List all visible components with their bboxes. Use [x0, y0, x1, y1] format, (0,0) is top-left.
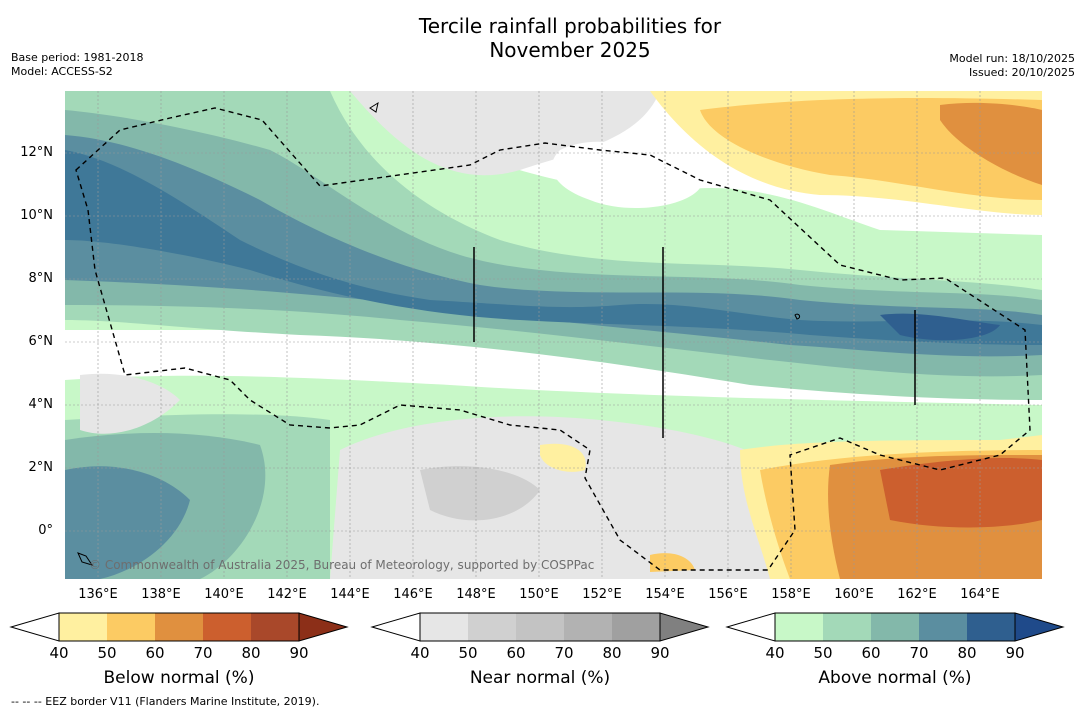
meta-right: Model run: 18/10/2025 Issued: 20/10/2025 [949, 52, 1075, 80]
colorbar-below [9, 612, 349, 642]
lon-label-156e: 156°E [708, 587, 748, 602]
cb-near-tick-80: 80 [602, 644, 622, 662]
cb-below-tick-60: 60 [145, 644, 165, 662]
colorbar-above [725, 612, 1065, 642]
lon-label-150e: 150°E [519, 587, 559, 602]
below-50-south-small [650, 553, 695, 572]
lat-label-8n: 8°N [28, 271, 54, 286]
cb-near-tick-60: 60 [506, 644, 526, 662]
above-70-southwest [65, 466, 190, 579]
cb-above-tick-70: 70 [909, 644, 929, 662]
model-run: Model run: 18/10/2025 [949, 52, 1075, 65]
lon-label-148e: 148°E [456, 587, 496, 602]
eez-border [75, 107, 1031, 571]
map-title: Tercile rainfall probabilities for Novem… [0, 14, 1085, 62]
cb-above-1 [775, 613, 823, 641]
island-outline [369, 101, 379, 113]
cb-below-2 [107, 613, 155, 641]
cb-below-tick-40: 40 [49, 644, 69, 662]
lon-label-162e: 162°E [897, 587, 937, 602]
cb-above-tick-90: 90 [1005, 644, 1025, 662]
cb-near-tick-40: 40 [410, 644, 430, 662]
lat-label-2n: 2°N [28, 460, 54, 475]
cb-below-1 [59, 613, 107, 641]
island-outline-2 [794, 313, 801, 320]
cb-near-max [659, 612, 710, 642]
cb-below-tick-90: 90 [289, 644, 309, 662]
near-50-south [420, 466, 540, 521]
near-40-south [330, 416, 780, 579]
lat-label-0: 0° [38, 523, 53, 538]
title-line-1: Tercile rainfall probabilities for [418, 14, 722, 38]
colorbar-near [370, 612, 710, 642]
cb-below-5 [251, 613, 299, 641]
cb-above-5 [967, 613, 1015, 641]
cb-near-tick-70: 70 [554, 644, 574, 662]
above-70-band [65, 135, 1042, 357]
cb-near-2 [468, 613, 516, 641]
model-name: Model: ACCESS-S2 [11, 65, 113, 78]
lon-label-144e: 144°E [330, 587, 370, 602]
cb-above-4 [919, 613, 967, 641]
cb-below-max [298, 612, 349, 642]
lon-label-146e: 146°E [393, 587, 433, 602]
cb-near-label: Near normal (%) [469, 668, 611, 688]
below-70-southeast [880, 458, 1042, 528]
cb-below-tick-50: 50 [97, 644, 117, 662]
cb-above-tick-80: 80 [957, 644, 977, 662]
near-40-west [80, 373, 180, 434]
lon-label-142e: 142°E [267, 587, 307, 602]
cb-below-tick-80: 80 [241, 644, 261, 662]
lat-label-6n: 6°N [28, 334, 54, 349]
cb-above-tick-60: 60 [861, 644, 881, 662]
cb-near-5 [612, 613, 660, 641]
cb-above-max [1014, 612, 1065, 642]
lon-label-160e: 160°E [834, 587, 874, 602]
lat-gridlines [65, 152, 1042, 532]
cb-above-tick-40: 40 [765, 644, 785, 662]
cb-below-4 [203, 613, 251, 641]
cb-below-3 [155, 613, 203, 641]
near-40-north [350, 91, 660, 176]
lat-label-10n: 10°N [20, 208, 53, 223]
cb-near-4 [564, 613, 612, 641]
lon-label-158e: 158°E [771, 587, 811, 602]
lon-label-154e: 154°E [645, 587, 685, 602]
white-patch-north [551, 141, 704, 209]
meta-left: Base period: 1981-2018 Model: ACCESS-S2 [11, 51, 143, 79]
cb-below-tick-70: 70 [193, 644, 213, 662]
copyright-text: © Commonwealth of Australia 2025, Bureau… [89, 558, 595, 572]
cb-below-min [9, 612, 60, 642]
below-60-northeast [940, 102, 1042, 185]
cb-above-3 [871, 613, 919, 641]
cb-above-min [725, 612, 776, 642]
cb-above-2 [823, 613, 871, 641]
lon-label-140e: 140°E [204, 587, 244, 602]
island-outline-3 [77, 552, 94, 566]
lon-label-136e: 136°E [78, 587, 118, 602]
issued-date: Issued: 20/10/2025 [968, 66, 1075, 79]
cb-above-label: Above normal (%) [818, 668, 972, 688]
lon-label-138e: 138°E [141, 587, 181, 602]
cb-near-3 [516, 613, 564, 641]
above-90-patch [880, 313, 1000, 341]
lat-label-12n: 12°N [20, 145, 53, 160]
base-period: Base period: 1981-2018 [11, 51, 144, 64]
cb-near-tick-50: 50 [458, 644, 478, 662]
below-40-south-small [540, 443, 586, 472]
cb-below-label: Below normal (%) [103, 668, 255, 688]
lat-label-4n: 4°N [28, 397, 54, 412]
lon-label-164e: 164°E [960, 587, 1000, 602]
title-line-2: November 2025 [489, 38, 651, 62]
cb-near-min [370, 612, 421, 642]
map-field [65, 91, 1042, 579]
cb-above-tick-50: 50 [813, 644, 833, 662]
lon-label-152e: 152°E [582, 587, 622, 602]
cb-near-1 [420, 613, 468, 641]
eez-footnote: -- -- -- EEZ border V11 (Flanders Marine… [11, 695, 320, 708]
cb-near-tick-90: 90 [650, 644, 670, 662]
